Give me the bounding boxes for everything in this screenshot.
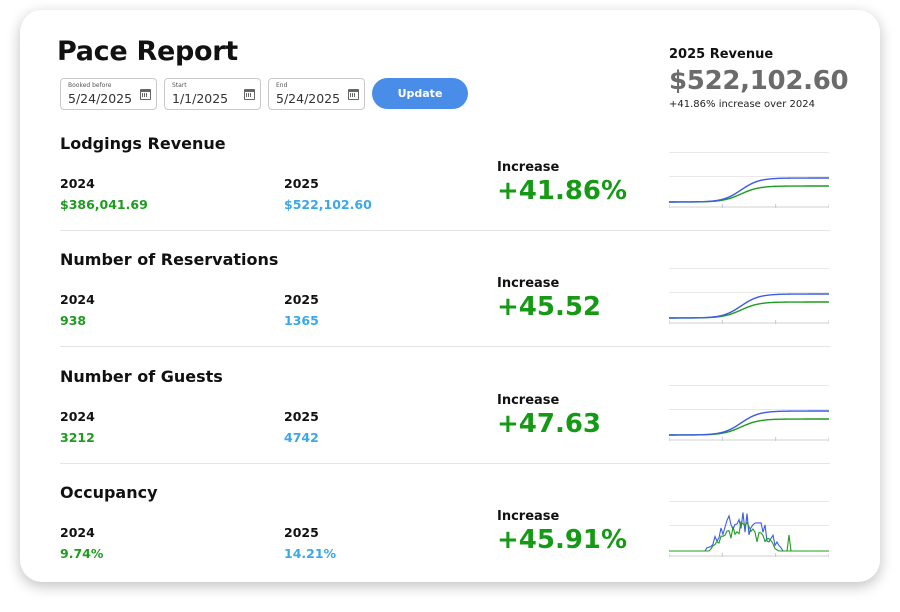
- series-2025-line: [669, 410, 829, 436]
- sparkline-chart: [669, 385, 829, 441]
- series-2024-line: [669, 520, 829, 552]
- series-2025-line: [669, 512, 829, 552]
- start-date-field[interactable]: Start 1/1/2025: [164, 78, 261, 110]
- section-title: Occupancy: [60, 483, 158, 502]
- increase-label: Increase: [497, 393, 560, 408]
- section-lodgings-revenue: Lodgings Revenue 2024 $386,041.69 2025 $…: [20, 132, 880, 248]
- divider: [60, 230, 830, 231]
- year-2025-label: 2025: [284, 292, 319, 307]
- revenue-summary-label: 2025 Revenue: [669, 47, 774, 62]
- year-2025-label: 2025: [284, 176, 319, 191]
- section-title: Number of Reservations: [60, 250, 279, 269]
- increase-value: +45.91%: [497, 525, 628, 555]
- value-2024: $386,041.69: [60, 197, 148, 212]
- section-title: Number of Guests: [60, 367, 223, 386]
- year-2024-label: 2024: [60, 176, 95, 191]
- year-2024-label: 2024: [60, 525, 95, 540]
- increase-value: +47.63: [497, 409, 602, 439]
- value-2025: $522,102.60: [284, 197, 372, 212]
- series-2025-line: [669, 177, 829, 203]
- end-label: End: [276, 82, 288, 89]
- section-number-of-guests: Number of Guests 2024 3212 2025 4742 Inc…: [20, 365, 880, 481]
- calendar-icon[interactable]: [348, 89, 359, 100]
- increase-label: Increase: [497, 509, 560, 524]
- sparkline-chart: [669, 268, 829, 324]
- update-button[interactable]: Update: [372, 78, 468, 109]
- increase-label: Increase: [497, 276, 560, 291]
- section-title: Lodgings Revenue: [60, 134, 226, 153]
- series-2024-line: [669, 301, 829, 319]
- value-2025: 1365: [284, 313, 319, 328]
- calendar-icon[interactable]: [140, 89, 151, 100]
- value-2024: 9.74%: [60, 546, 104, 561]
- end-date-field[interactable]: End 5/24/2025: [268, 78, 365, 110]
- value-2025: 14.21%: [284, 546, 337, 561]
- pace-report-card: Pace Report Booked before 5/24/2025 Star…: [20, 10, 880, 582]
- sparkline-chart: [669, 501, 829, 557]
- section-occupancy: Occupancy 2024 9.74% 2025 14.21% Increas…: [20, 481, 880, 582]
- divider: [60, 346, 830, 347]
- value-2024: 938: [60, 313, 87, 328]
- series-2025-line: [669, 293, 829, 319]
- page-title: Pace Report: [57, 36, 238, 67]
- year-2024-label: 2024: [60, 292, 95, 307]
- revenue-summary-amount: $522,102.60: [669, 66, 849, 96]
- revenue-summary-subtext: +41.86% increase over 2024: [669, 99, 815, 110]
- section-number-of-reservations: Number of Reservations 2024 938 2025 136…: [20, 248, 880, 364]
- booked-before-value[interactable]: 5/24/2025: [68, 91, 133, 106]
- start-label: Start: [172, 82, 187, 89]
- divider: [60, 463, 830, 464]
- calendar-icon[interactable]: [244, 89, 255, 100]
- increase-label: Increase: [497, 160, 560, 175]
- booked-before-label: Booked before: [68, 82, 112, 89]
- year-2024-label: 2024: [60, 409, 95, 424]
- value-2024: 3212: [60, 430, 95, 445]
- start-value[interactable]: 1/1/2025: [172, 91, 229, 106]
- year-2025-label: 2025: [284, 525, 319, 540]
- series-2024-line: [669, 418, 829, 436]
- year-2025-label: 2025: [284, 409, 319, 424]
- sparkline-chart: [669, 152, 829, 208]
- end-value[interactable]: 5/24/2025: [276, 91, 341, 106]
- series-2024-line: [669, 185, 829, 203]
- value-2025: 4742: [284, 430, 319, 445]
- increase-value: +45.52: [497, 292, 602, 322]
- increase-value: +41.86%: [497, 176, 628, 206]
- booked-before-date-field[interactable]: Booked before 5/24/2025: [60, 78, 157, 110]
